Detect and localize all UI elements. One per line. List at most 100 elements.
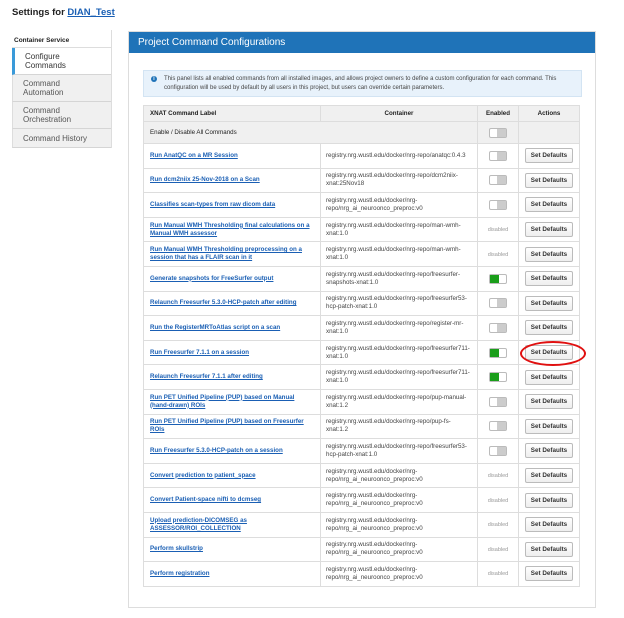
disabled-label: disabled bbox=[487, 571, 509, 578]
set-defaults-button[interactable]: Set Defaults bbox=[519, 341, 587, 367]
table-row: Run Manual WMH Thresholding preprocessin… bbox=[143, 241, 580, 267]
command-link[interactable]: Upload prediction-DICOMSEG as ASSESSOR/R… bbox=[150, 516, 247, 532]
enabled-toggle[interactable] bbox=[489, 150, 507, 161]
sidebar-item-command-automation[interactable]: Command Automation bbox=[12, 75, 111, 102]
command-link[interactable]: Relaunch Freesurfer 7.1.1 after editing bbox=[150, 373, 263, 381]
enabled-toggle[interactable] bbox=[489, 322, 507, 333]
command-link[interactable]: Relaunch Freesurfer 5.3.0-HCP-patch afte… bbox=[150, 299, 297, 307]
page-title: Settings for DIAN_Test bbox=[12, 7, 115, 18]
container-name: registry.nrg.wustl.edu/docker/nrg-repo/m… bbox=[320, 216, 478, 243]
col-header-enabled: Enabled bbox=[477, 105, 519, 122]
col-header-container: Container bbox=[320, 105, 478, 122]
set-defaults-button[interactable]: Set Defaults bbox=[524, 295, 574, 311]
set-defaults-button[interactable]: Set Defaults bbox=[524, 320, 574, 336]
set-defaults-button[interactable]: Set Defaults bbox=[524, 197, 574, 213]
table-row: Run PET Unified Pipeline (PUP) based on … bbox=[143, 388, 580, 415]
command-config-panel: Project Command Configurations i This pan… bbox=[128, 31, 596, 608]
sidebar: Container Service Configure Commands Com… bbox=[12, 30, 112, 148]
table-row: Relaunch Freesurfer 5.3.0-HCP-patch afte… bbox=[143, 290, 580, 317]
set-defaults-button[interactable]: Set Defaults bbox=[524, 271, 574, 287]
container-name: registry.nrg.wustl.edu/docker/nrg-repo/a… bbox=[320, 143, 478, 169]
command-link[interactable]: Generate snapshots for FreeSurfer output bbox=[150, 274, 274, 282]
table-row: Classifies scan-types from raw dicom dat… bbox=[143, 192, 580, 218]
container-name: registry.nrg.wustl.edu/docker/nrg-repo/f… bbox=[320, 290, 478, 317]
command-link[interactable]: Perform registration bbox=[150, 569, 210, 577]
set-defaults-button[interactable]: Set Defaults bbox=[524, 468, 574, 484]
container-name: registry.nrg.wustl.edu/docker/nrg-repo/n… bbox=[320, 561, 478, 587]
disabled-label: disabled bbox=[487, 251, 509, 258]
container-name: registry.nrg.wustl.edu/docker/nrg-repo/p… bbox=[320, 388, 478, 415]
container-name: registry.nrg.wustl.edu/docker/nrg-repo/n… bbox=[320, 487, 478, 513]
container-name: registry.nrg.wustl.edu/docker/nrg-repo/f… bbox=[320, 364, 478, 390]
command-link[interactable]: Classifies scan-types from raw dicom dat… bbox=[150, 200, 276, 208]
sidebar-item-configure-commands[interactable]: Configure Commands bbox=[12, 48, 111, 75]
container-name: registry.nrg.wustl.edu/docker/nrg-repo/f… bbox=[320, 265, 478, 292]
table-row: Convert Patient-space nifti to dcmseg re… bbox=[143, 487, 580, 513]
table-row: Generate snapshots for FreeSurfer output… bbox=[143, 265, 580, 292]
container-name: registry.nrg.wustl.edu/docker/nrg-repo/n… bbox=[320, 192, 478, 218]
commands-table: XNAT Command Label Container Enabled Act… bbox=[143, 105, 587, 587]
enabled-toggle[interactable] bbox=[489, 396, 507, 407]
command-link[interactable]: Convert Patient-space nifti to dcmseg bbox=[150, 496, 262, 504]
table-row: Run PET Unified Pipeline (PUP) based on … bbox=[143, 413, 580, 440]
command-link[interactable]: Run Manual WMH Thresholding preprocessin… bbox=[150, 246, 302, 262]
container-name: registry.nrg.wustl.edu/docker/nrg-repo/p… bbox=[320, 413, 478, 440]
command-link[interactable]: Run Freesurfer 7.1.1 on a session bbox=[150, 348, 250, 356]
set-defaults-button[interactable]: Set Defaults bbox=[524, 222, 574, 238]
enabled-toggle[interactable] bbox=[489, 347, 507, 358]
sidebar-heading: Container Service bbox=[12, 30, 111, 48]
command-link[interactable]: Run dcm2niix 25-Nov-2018 on a Scan bbox=[150, 176, 260, 184]
enabled-toggle[interactable] bbox=[489, 421, 507, 432]
set-defaults-button[interactable]: Set Defaults bbox=[524, 148, 574, 164]
container-name: registry.nrg.wustl.edu/docker/nrg-repo/f… bbox=[320, 438, 478, 464]
container-name: registry.nrg.wustl.edu/docker/nrg-repo/n… bbox=[320, 462, 478, 489]
table-row: Perform registration registry.nrg.wustl.… bbox=[143, 561, 580, 587]
command-link[interactable]: Run PET Unified Pipeline (PUP) based on … bbox=[150, 418, 304, 434]
table-row: Run AnatQC on a MR Session registry.nrg.… bbox=[143, 143, 580, 169]
enable-all-toggle[interactable] bbox=[489, 127, 507, 138]
container-name: registry.nrg.wustl.edu/docker/nrg-repo/m… bbox=[320, 241, 478, 267]
panel-title: Project Command Configurations bbox=[129, 32, 595, 53]
command-link[interactable]: Perform skullstrip bbox=[150, 545, 203, 553]
set-defaults-button[interactable]: Set Defaults bbox=[524, 369, 574, 385]
command-link[interactable]: Run PET Unified Pipeline (PUP) based on … bbox=[150, 393, 295, 409]
sidebar-item-command-orchestration[interactable]: Command Orchestration bbox=[12, 102, 111, 129]
col-header-actions: Actions bbox=[518, 105, 580, 122]
disabled-label: disabled bbox=[487, 497, 509, 504]
set-defaults-button[interactable]: Set Defaults bbox=[524, 418, 574, 434]
set-defaults-button[interactable]: Set Defaults bbox=[524, 394, 574, 410]
command-link[interactable]: Run AnatQC on a MR Session bbox=[150, 151, 238, 159]
set-defaults-button[interactable]: Set Defaults bbox=[524, 443, 574, 459]
table-row: Upload prediction-DICOMSEG as ASSESSOR/R… bbox=[143, 511, 580, 538]
enabled-toggle[interactable] bbox=[489, 298, 507, 309]
table-row: Run Manual WMH Thresholding final calcul… bbox=[143, 216, 580, 243]
info-box: i This panel lists all enabled commands f… bbox=[143, 70, 582, 97]
enabled-toggle[interactable] bbox=[489, 445, 507, 456]
container-name: registry.nrg.wustl.edu/docker/nrg-repo/d… bbox=[320, 167, 478, 194]
set-defaults-button[interactable]: Set Defaults bbox=[524, 172, 574, 188]
command-link[interactable]: Run Manual WMH Thresholding final calcul… bbox=[150, 221, 310, 237]
enable-all-label: Enable / Disable All Commands bbox=[143, 121, 478, 144]
project-link[interactable]: DIAN_Test bbox=[67, 7, 115, 18]
set-defaults-button[interactable]: Set Defaults bbox=[524, 517, 574, 533]
set-defaults-button[interactable]: Set Defaults bbox=[524, 566, 574, 582]
disabled-label: disabled bbox=[487, 473, 509, 480]
enabled-toggle[interactable] bbox=[489, 273, 507, 284]
command-link[interactable]: Convert prediction to patient_space bbox=[150, 471, 256, 479]
enabled-toggle[interactable] bbox=[489, 372, 507, 383]
set-defaults-button[interactable]: Set Defaults bbox=[524, 492, 574, 508]
set-defaults-button[interactable]: Set Defaults bbox=[524, 541, 574, 557]
table-row: Run dcm2niix 25-Nov-2018 on a Scan regis… bbox=[143, 167, 580, 194]
disabled-label: disabled bbox=[487, 522, 509, 529]
command-link[interactable]: Run Freesurfer 5.3.0-HCP-patch on a sess… bbox=[150, 446, 283, 454]
info-circle-icon: i bbox=[151, 76, 157, 82]
enabled-toggle[interactable] bbox=[489, 175, 507, 186]
set-defaults-button[interactable]: Set Defaults bbox=[524, 246, 574, 262]
table-row: Run Freesurfer 7.1.1 on a session regist… bbox=[143, 339, 587, 367]
command-link[interactable]: Run the RegisterMRToAtlas script on a sc… bbox=[150, 323, 281, 331]
container-name: registry.nrg.wustl.edu/docker/nrg-repo/n… bbox=[320, 511, 478, 538]
table-row: Convert prediction to patient_space regi… bbox=[143, 462, 580, 489]
enabled-toggle[interactable] bbox=[489, 199, 507, 210]
col-header-label: XNAT Command Label bbox=[143, 105, 321, 122]
sidebar-item-command-history[interactable]: Command History bbox=[12, 129, 111, 148]
